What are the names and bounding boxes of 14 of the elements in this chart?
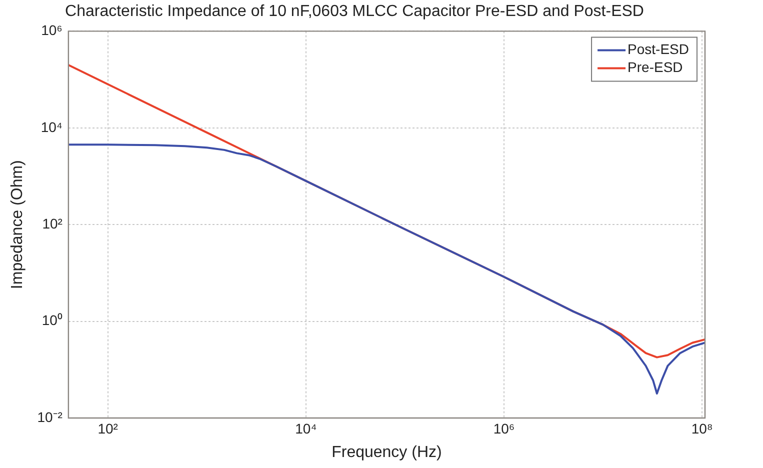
y-axis-title: Impedance (Ohm)	[9, 160, 26, 290]
y-tick-label: 10⁻²	[37, 408, 63, 425]
chart-title: Characteristic Impedance of 10 nF,0603 MLCC Capacitor Pre-ESD and Post-ESD	[65, 3, 644, 20]
x-axis-title: Frequency (Hz)	[332, 444, 442, 461]
x-tick-label: 10⁴	[295, 420, 317, 436]
y-tick-label: 10⁰	[42, 312, 62, 328]
y-tick-label: 10⁶	[41, 22, 62, 38]
legend-label: Pre-ESD	[628, 59, 683, 76]
legend-label: Post-ESD	[628, 41, 690, 58]
y-tick-label: 10⁴	[40, 118, 62, 135]
x-tick-label: 10⁸	[691, 420, 713, 436]
y-tick-label: 10²	[42, 215, 63, 232]
x-tick-label: 10⁶	[493, 420, 515, 436]
x-tick-label: 10²	[98, 420, 118, 436]
